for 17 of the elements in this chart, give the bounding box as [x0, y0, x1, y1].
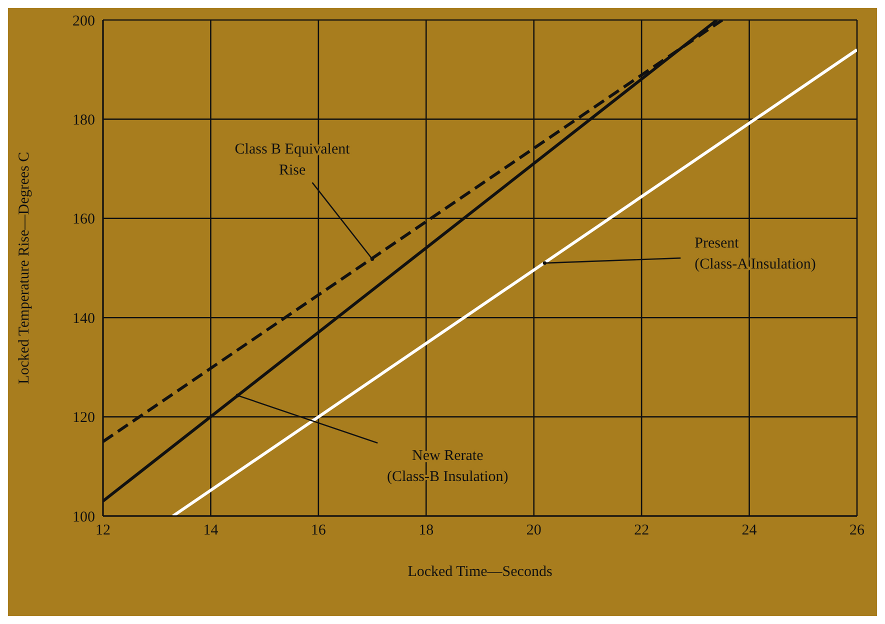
annotation: Present (Class-A Insulation)	[694, 236, 816, 273]
x-tick-label: 14	[203, 522, 219, 539]
x-tick-label: 16	[310, 522, 326, 539]
x-tick-label: 20	[526, 522, 542, 539]
x-tick-label: 26	[850, 522, 865, 539]
x-tick-label: 12	[96, 522, 110, 539]
x-axis-title: Locked Time—Seconds	[408, 564, 552, 580]
x-tick-label: 24	[742, 522, 758, 539]
y-tick-label: 120	[72, 410, 95, 426]
y-tick-label: 180	[72, 112, 95, 129]
x-tick-label: 22	[634, 522, 650, 539]
y-tick-label: 200	[72, 13, 95, 30]
y-tick-label: 140	[72, 310, 95, 327]
y-tick-label: 100	[72, 509, 95, 526]
x-tick-label: 18	[418, 522, 434, 539]
y-axis-title: Locked Temperature Rise—Degrees C	[16, 152, 32, 384]
y-tick-label: 160	[72, 212, 95, 228]
